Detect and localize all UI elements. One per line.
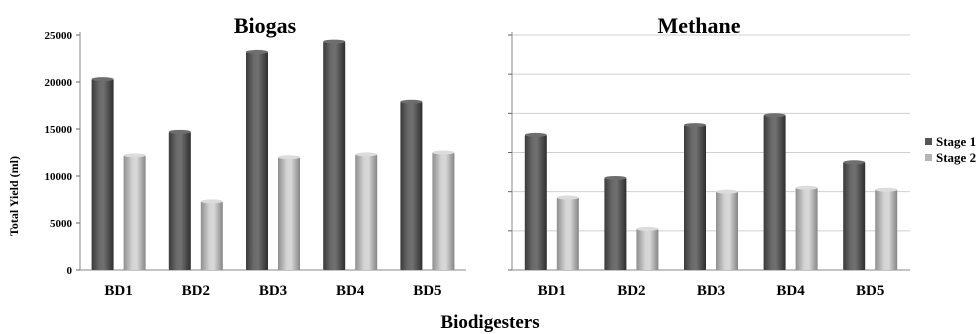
methane-bar-stage-1-bd2 [604, 177, 627, 270]
biogas-bar-stage-2-bd3 [278, 157, 300, 270]
legend-label-stage-1: Stage 1 [936, 134, 976, 149]
methane-bar-cap [716, 189, 738, 194]
biogas-y-tick-label: 15000 [45, 124, 73, 136]
biogas-bar-cap [323, 39, 346, 44]
methane-bar-stage-2-bd1 [556, 197, 579, 270]
biogas-bar-cap [246, 49, 268, 54]
biogas-bar-stage-2-bd1 [123, 155, 146, 270]
methane-bar-stage-1-bd5 [843, 162, 866, 270]
biogas-y-tick-label: 10000 [45, 171, 73, 183]
methane-bar-stage-2-bd2 [636, 228, 659, 270]
methane-category-label: BD1 [538, 283, 566, 299]
chart-layer: 0 5000 10000 15000 20000 25000 BD1 BD2 BD3 BD4 BD5… [45, 30, 910, 299]
methane-bar-cap [636, 226, 659, 231]
methane-bar-cap [604, 175, 627, 180]
legend: Stage 1 Stage 2 [925, 134, 976, 165]
biogas-bar-stage-1-bd1 [91, 79, 114, 271]
biogas-bar-stage-1-bd4 [323, 41, 346, 270]
methane-bar-stage-2-bd3 [716, 191, 738, 270]
legend-swatch-stage-1 [925, 138, 932, 145]
methane-category-label: BD5 [856, 283, 884, 299]
biogas-bar-cap [91, 77, 114, 82]
biogas-y-tick-label: 5000 [50, 218, 73, 230]
methane-bar-cap [875, 187, 898, 192]
biogas-bar-cap [400, 99, 423, 104]
biogas-bar-cap [168, 129, 191, 134]
legend-swatch-stage-2 [925, 154, 932, 161]
methane-bar-stage-1-bd4 [763, 115, 786, 271]
biogas-bar-cap [200, 199, 223, 204]
y-axis-title: Total Yield (ml) [7, 156, 21, 236]
biogas-bar-cap [278, 155, 300, 160]
legend-label-stage-2: Stage 2 [936, 150, 976, 165]
biogas-bar-stage-2-bd5 [432, 152, 455, 270]
biogas-category-label: BD4 [336, 283, 365, 299]
methane-bar-cap [556, 195, 579, 200]
biogas-bar-stage-1-bd3 [246, 51, 268, 270]
methane-category-label: BD3 [697, 283, 725, 299]
biogas-bar-cap [355, 152, 378, 157]
methane-bar-cap [763, 113, 786, 118]
biogas-y-tick-label: 25000 [45, 30, 73, 42]
biogas-category-label: BD2 [182, 283, 210, 299]
methane-bar-cap [684, 123, 706, 128]
biogas-bar-stage-2-bd4 [355, 154, 378, 270]
biogas-category-label: BD3 [259, 283, 287, 299]
biogas-bar-cap [123, 153, 146, 158]
biogas-category-label: BD5 [413, 283, 441, 299]
methane-bar-stage-1-bd3 [684, 125, 706, 270]
methane-bar-cap [795, 185, 818, 190]
biogas-bar-cap [432, 150, 455, 155]
biogas-bar-stage-2-bd2 [200, 201, 223, 270]
x-axis-title: Biodigesters [440, 312, 539, 333]
chart-title-methane: Methane [657, 13, 740, 38]
biogas-y-tick-label: 20000 [45, 77, 73, 89]
biogas-bar-stage-1-bd5 [400, 101, 423, 271]
methane-bar-stage-2-bd4 [795, 187, 818, 270]
biogas-y-tick-label: 0 [67, 265, 73, 277]
methane-category-label: BD4 [776, 283, 805, 299]
methane-bar-cap [524, 132, 547, 137]
methane-bar-cap [843, 160, 866, 165]
biogas-category-label: BD1 [104, 283, 132, 299]
methane-bar-stage-1-bd1 [524, 134, 547, 270]
biogas-bar-stage-1-bd2 [168, 131, 191, 270]
methane-bar-stage-2-bd5 [875, 189, 898, 270]
chart-title-biogas: Biogas [234, 13, 297, 38]
methane-category-label: BD2 [617, 283, 645, 299]
